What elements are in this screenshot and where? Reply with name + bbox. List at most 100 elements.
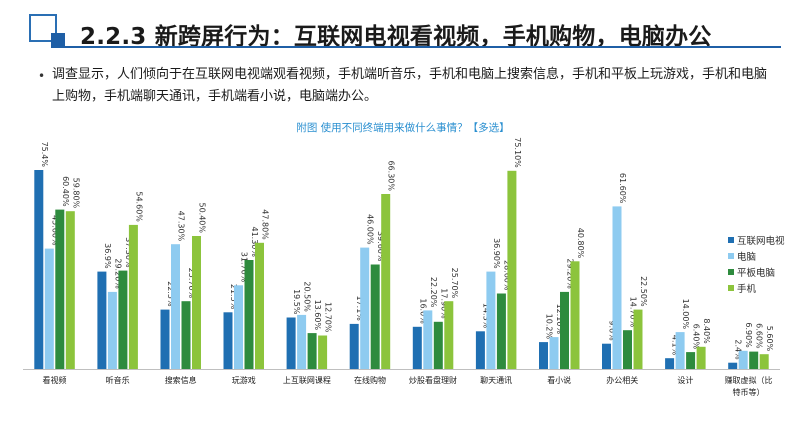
- bar-6-1: [349, 323, 359, 369]
- header-rule: [51, 46, 781, 48]
- bar-4-1: [223, 312, 233, 369]
- legend-swatch-tv: [728, 237, 734, 243]
- chart-legend: 互联网电视 电脑 平板电脑 手机: [728, 232, 785, 296]
- bar-9-3: [560, 291, 569, 369]
- data-label-11-4: 8.40%: [702, 318, 711, 344]
- data-label-12-2: 6.90%: [744, 322, 753, 348]
- bar-2-2: [107, 291, 117, 369]
- data-label-9-1: 10.2%: [545, 314, 554, 340]
- data-label-8-3: 28.60%: [502, 260, 511, 291]
- data-label-2-3: 37.30%: [124, 237, 133, 268]
- bar-1-4: [65, 211, 75, 369]
- bar-11-3: [686, 352, 696, 369]
- legend-label-phone: 手机: [737, 284, 757, 295]
- data-label-6-3: 39.60%: [376, 231, 385, 262]
- bar-6-4: [381, 194, 391, 369]
- bar-12-4: [759, 354, 769, 369]
- category-label-5: 上互联网课程: [283, 376, 331, 385]
- data-label-7-2: 22.20%: [429, 277, 438, 308]
- legend-item-phone: 手机: [728, 280, 785, 296]
- category-label-4: 玩游戏: [232, 375, 256, 385]
- data-label-6-1: 17.1%: [355, 295, 364, 321]
- bar-5-1: [286, 317, 296, 369]
- data-label-12-1: 2.4%: [734, 339, 743, 360]
- bar-1-3: [55, 209, 65, 369]
- bar-5-4: [318, 335, 328, 369]
- data-label-11-3: 6.40%: [692, 324, 701, 350]
- bar-2-1: [97, 271, 107, 369]
- bar-10-1: [602, 343, 611, 369]
- category-label-6: 在线购物: [354, 375, 386, 385]
- bar-4-4: [255, 242, 264, 369]
- chart-title: 附图 使用不同终端用来做什么事情？【多选】: [296, 122, 510, 134]
- bar-7-3: [433, 321, 443, 369]
- category-label-11: 设计: [677, 375, 693, 385]
- bar-5-3: [307, 333, 317, 369]
- data-label-2-1: 36.9%: [103, 243, 112, 269]
- legend-item-tv: 互联网电视: [728, 232, 785, 248]
- data-label-6-2: 46.00%: [366, 214, 375, 245]
- data-label-5-2: 20.50%: [303, 281, 312, 312]
- data-label-11-2: 14.00%: [681, 299, 690, 330]
- bar-2-4: [128, 224, 138, 369]
- header-box-decoration: [29, 14, 57, 42]
- bullet-text: 调查显示，人们倾向于在互联网电视端观看视频，手机端听音乐，手机和电脑上搜索信息，…: [52, 67, 768, 104]
- data-label-12-4: 5.60%: [765, 326, 774, 352]
- legend-swatch-phone: [728, 285, 734, 291]
- bar-3-1: [160, 309, 170, 369]
- data-label-4-1: 21.5%: [229, 284, 238, 310]
- data-label-1-2: 45.60%: [50, 215, 59, 246]
- page-title: 2.2.3 新跨屏行为：互联网电视看视频，手机购物，电脑办公: [80, 24, 712, 50]
- category-label-1: 看视频: [43, 375, 67, 385]
- bar-9-4: [570, 261, 580, 369]
- data-label-9-2: 12.10%: [555, 304, 564, 335]
- data-label-10-3: 14.70%: [629, 297, 638, 328]
- bar-7-4: [444, 301, 454, 369]
- data-label-9-4: 40.80%: [576, 228, 585, 259]
- bar-1-1: [34, 170, 44, 369]
- category-label-7: 炒股看盘理财: [409, 375, 457, 385]
- data-label-1-1: 75.4%: [40, 142, 49, 168]
- data-label-8-4: 75.10%: [513, 137, 522, 168]
- bar-6-3: [370, 264, 380, 369]
- legend-item-pc: 电脑: [728, 248, 785, 264]
- bar-8-2: [486, 271, 496, 369]
- bar-3-3: [181, 301, 191, 369]
- bar-10-2: [612, 206, 622, 369]
- data-label-7-3: 17.90%: [439, 288, 448, 319]
- category-label-9: 看小说: [547, 375, 571, 385]
- data-label-12-3: 6.60%: [755, 323, 764, 349]
- bar-6-2: [360, 247, 370, 369]
- data-label-10-1: 9.6%: [608, 320, 617, 341]
- data-label-10-2: 61.60%: [618, 173, 627, 204]
- data-label-7-1: 16.0%: [418, 298, 427, 324]
- bar-7-2: [423, 310, 433, 369]
- bar-4-2: [234, 285, 243, 369]
- bar-8-4: [507, 170, 517, 369]
- data-label-8-1: 14.3%: [481, 303, 490, 329]
- bar-8-3: [496, 293, 506, 369]
- bar-10-3: [623, 330, 632, 369]
- bar-8-1: [475, 331, 485, 369]
- bar-1-2: [44, 248, 54, 369]
- bullet-icon: •: [38, 69, 46, 83]
- bar-7-1: [412, 326, 422, 369]
- data-label-4-4: 47.80%: [261, 209, 270, 240]
- bar-3-2: [171, 244, 180, 369]
- bar-12-2: [738, 350, 748, 369]
- bar-10-4: [633, 309, 643, 369]
- category-label-10: 办公相关: [606, 375, 638, 385]
- data-label-3-4: 50.40%: [198, 202, 207, 233]
- data-label-2-4: 54.60%: [134, 191, 143, 222]
- category-label-2: 听音乐: [106, 375, 130, 385]
- data-label-1-4: 59.80%: [71, 178, 80, 209]
- bar-2-3: [118, 270, 128, 369]
- bar-11-2: [675, 332, 685, 369]
- data-label-1-3: 60.40%: [61, 176, 70, 207]
- legend-label-tv: 互联网电视: [737, 236, 785, 247]
- data-label-3-3: 25.70%: [187, 268, 196, 299]
- data-label-5-1: 19.5%: [292, 289, 301, 315]
- data-label-4-3: 41.30%: [250, 226, 259, 257]
- data-label-6-4: 66.30%: [387, 160, 396, 191]
